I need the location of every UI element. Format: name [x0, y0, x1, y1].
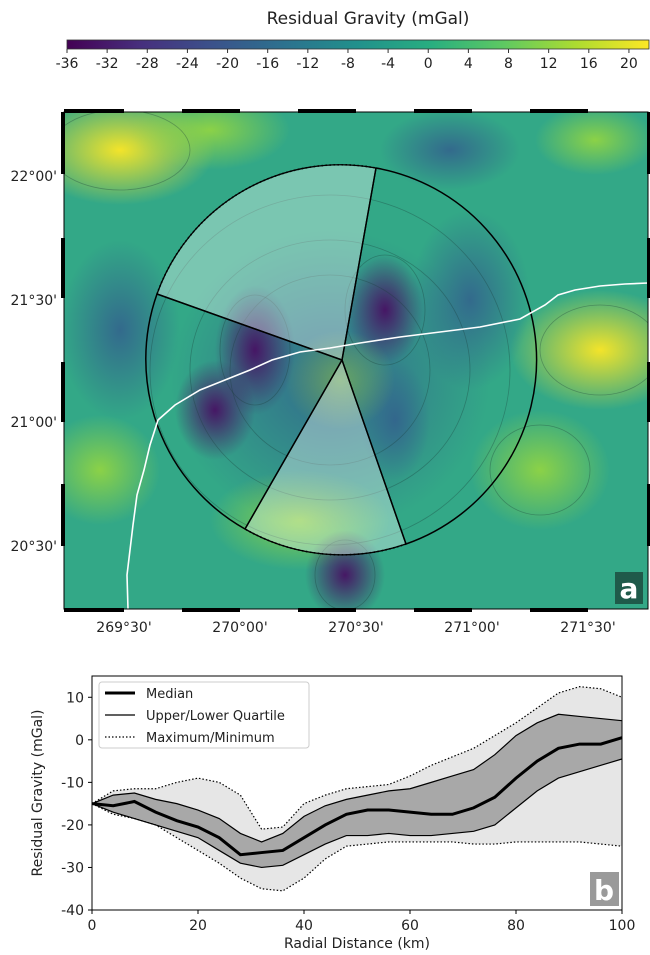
panel-a-badge — [615, 572, 643, 604]
legend-label-median: Median — [146, 687, 193, 702]
y-tick-label: 0 — [75, 733, 84, 749]
series-line-upper-quartile — [92, 713, 622, 843]
y-tick-label: -10 — [61, 775, 84, 791]
quartile-band — [92, 714, 622, 868]
sector-outline-northwest — [156, 163, 377, 295]
lat-label: 22°00' — [11, 169, 57, 185]
colorbar-tick-label: 8 — [504, 56, 513, 72]
x-tick-label: 20 — [189, 918, 207, 934]
profile-plot — [92, 686, 622, 892]
legend: Median Upper/Lower Quartile Maximum/Mini… — [98, 681, 310, 749]
sector-outline-south — [244, 528, 407, 556]
colorbar-tick-label: -28 — [136, 56, 159, 72]
colorbar — [66, 39, 650, 50]
x-tick-label: 60 — [401, 918, 419, 934]
colorbar-tick-label: -32 — [96, 56, 119, 72]
lon-label: 271°30' — [560, 620, 615, 636]
sector-outline-east — [375, 167, 538, 545]
y-tick-label: -20 — [61, 818, 84, 834]
x-axis-label: Radial Distance (km) — [284, 936, 430, 952]
x-tick-label: 40 — [295, 918, 313, 934]
lon-label: 269°30' — [96, 620, 151, 636]
colorbar-tick-label: 20 — [620, 56, 638, 72]
colorbar-tick-label: 0 — [424, 56, 433, 72]
lat-label: 21°00' — [11, 415, 57, 431]
colorbar-tick-label: -36 — [56, 56, 79, 72]
lon-label: 270°00' — [212, 620, 267, 636]
lat-label: 21°30' — [11, 293, 57, 309]
y-tick-label: -30 — [61, 860, 84, 876]
lon-label: 270°30' — [328, 620, 383, 636]
colorbar-tick-label: -16 — [256, 56, 279, 72]
panel-b-label: b — [594, 874, 614, 907]
colorbar-tick-label: -20 — [216, 56, 239, 72]
plot-frame — [91, 675, 623, 911]
y-tick-label: -40 — [61, 903, 84, 919]
colorbar-title: Residual Gravity (mGal) — [267, 9, 470, 29]
colorbar-tick-label: -8 — [341, 56, 355, 72]
x-tick-label: 0 — [88, 918, 97, 934]
series-line-minimum — [92, 803, 622, 892]
x-tick-label: 80 — [507, 918, 525, 934]
lat-label: 20°30' — [11, 539, 57, 555]
map-border — [61, 109, 650, 612]
sector-outline-west — [145, 293, 246, 530]
series-line-lower-quartile — [92, 758, 622, 869]
y-tick-label: 10 — [66, 690, 84, 706]
colorbar-tick-label: 4 — [464, 56, 473, 72]
colorbar-tick-label: 16 — [580, 56, 598, 72]
panel-b-badge — [590, 872, 619, 906]
legend-label-quartile: Upper/Lower Quartile — [146, 709, 285, 724]
x-tick-label: 100 — [609, 918, 636, 934]
colorbar-tick-label: 12 — [540, 56, 558, 72]
colorbar-tick-label: -24 — [176, 56, 199, 72]
coastline — [126, 282, 648, 609]
panel-a-label: a — [620, 572, 639, 605]
series-line-median — [92, 736, 622, 857]
legend-label-extrema: Maximum/Minimum — [146, 731, 275, 746]
colorbar-tick-label: -12 — [296, 56, 319, 72]
series-line-maximum — [92, 686, 622, 830]
y-axis-label: Residual Gravity (mGal) — [30, 709, 46, 876]
colorbar-tick-label: -4 — [381, 56, 395, 72]
colorbar-ticks: -36 -32 -28 -24 -20 -16 -12 -8 -4 0 4 8 12 16 20 — [56, 49, 638, 72]
gravity-map — [64, 112, 648, 609]
lon-label: 271°00' — [444, 620, 499, 636]
